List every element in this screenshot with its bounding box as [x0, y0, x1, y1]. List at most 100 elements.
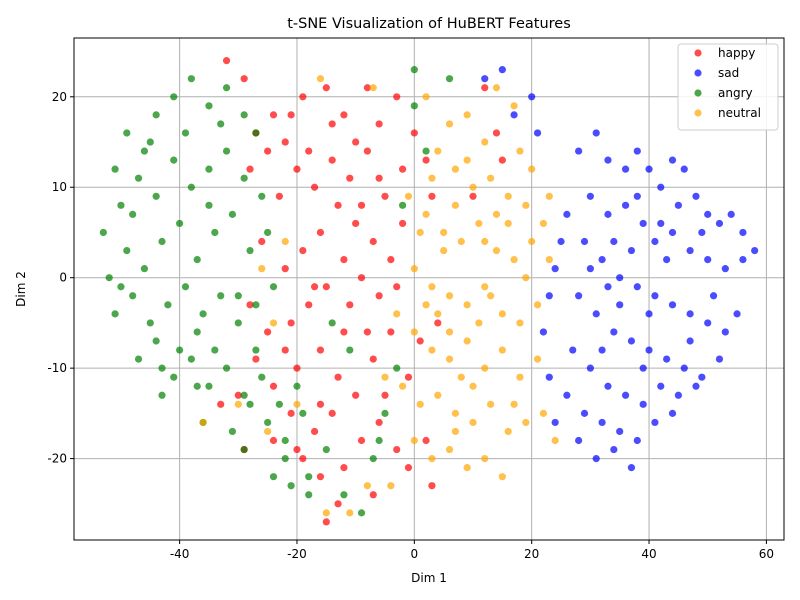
data-point-angry	[181, 283, 190, 291]
series-happy	[217, 57, 506, 526]
data-point-neutral	[533, 355, 542, 363]
data-point-angry	[422, 147, 430, 155]
data-point-neutral	[487, 400, 495, 408]
data-point-angry	[264, 228, 272, 237]
data-point-angry	[398, 201, 407, 209]
data-point-sad	[592, 310, 600, 318]
y-tick-label: -20	[47, 452, 67, 466]
data-point-happy	[281, 138, 289, 146]
data-point-sad	[704, 319, 712, 327]
data-point-angry	[410, 102, 418, 110]
data-point-sad	[598, 346, 606, 354]
data-point-angry	[123, 129, 131, 137]
data-point-angry	[134, 174, 143, 182]
data-point-sad	[604, 210, 612, 218]
data-point-neutral	[387, 482, 395, 490]
data-point-sad	[598, 418, 606, 427]
data-point-sad	[727, 210, 735, 218]
data-point-happy	[305, 147, 313, 155]
data-point-angry	[246, 400, 254, 408]
y-tick-label: 20	[52, 90, 67, 104]
data-point-happy	[316, 228, 325, 237]
data-point-happy	[281, 346, 289, 354]
data-point-happy	[481, 84, 489, 92]
data-point-happy	[299, 454, 307, 463]
data-point-neutral	[545, 256, 553, 264]
data-point-angry	[105, 274, 113, 282]
data-point-angry	[381, 409, 389, 417]
data-point-angry	[410, 66, 418, 74]
data-point-neutral	[545, 192, 553, 200]
data-point-sad	[645, 346, 653, 354]
data-point-happy	[322, 518, 330, 526]
data-point-neutral	[481, 237, 489, 246]
data-point-angry	[222, 84, 231, 92]
series-neutral	[199, 75, 559, 517]
data-point-neutral	[463, 337, 471, 345]
data-point-happy	[340, 328, 348, 336]
data-point-neutral	[199, 418, 207, 427]
data-point-happy	[322, 84, 330, 92]
data-point-sad	[645, 310, 653, 318]
data-point-angry	[228, 427, 237, 436]
y-tick-label: 0	[59, 271, 67, 285]
legend-label-happy: happy	[718, 46, 755, 60]
data-point-neutral	[269, 319, 278, 327]
data-point-happy	[252, 355, 260, 363]
data-point-sad	[604, 156, 612, 164]
data-point-angry	[205, 382, 213, 390]
data-point-neutral	[522, 418, 530, 427]
data-point-neutral	[539, 409, 548, 417]
data-point-happy	[281, 265, 289, 273]
data-point-happy	[498, 156, 506, 164]
data-point-happy	[234, 391, 242, 399]
data-point-happy	[404, 373, 413, 381]
data-point-angry	[134, 355, 143, 363]
data-point-sad	[539, 328, 548, 336]
data-point-neutral	[504, 192, 512, 200]
data-point-happy	[287, 319, 295, 327]
data-point-sad	[704, 256, 712, 264]
data-point-angry	[393, 364, 401, 372]
data-point-sad	[715, 219, 724, 228]
data-point-angry	[111, 310, 119, 318]
data-point-sad	[575, 436, 583, 445]
data-point-neutral	[457, 373, 465, 381]
data-point-sad	[533, 129, 542, 137]
plot-frame	[73, 37, 785, 541]
data-point-sad	[645, 165, 653, 173]
data-point-angry	[176, 219, 184, 228]
data-point-sad	[668, 409, 677, 417]
data-point-neutral	[481, 283, 489, 291]
data-point-angry	[234, 319, 242, 327]
data-point-happy	[492, 129, 501, 137]
data-point-sad	[569, 346, 577, 354]
data-point-neutral	[445, 445, 454, 454]
data-point-happy	[334, 201, 342, 209]
data-point-neutral	[451, 427, 460, 436]
data-point-angry	[445, 75, 454, 83]
data-point-happy	[381, 391, 389, 399]
data-point-sad	[715, 355, 724, 363]
legend-marker-angry	[694, 89, 702, 97]
data-point-neutral	[492, 84, 501, 92]
data-point-neutral	[457, 237, 465, 246]
data-point-neutral	[510, 256, 518, 264]
data-point-happy	[387, 256, 395, 264]
data-point-happy	[369, 237, 377, 246]
data-point-angry	[205, 201, 213, 209]
legend-marker-happy	[694, 49, 702, 57]
data-point-happy	[340, 464, 348, 472]
data-point-sad	[551, 418, 559, 427]
legend-marker-neutral	[694, 109, 702, 117]
data-point-happy	[340, 111, 348, 119]
data-point-happy	[275, 192, 283, 200]
data-point-happy	[393, 93, 401, 101]
data-point-neutral	[469, 382, 477, 390]
data-point-happy	[293, 445, 301, 454]
data-point-happy	[340, 256, 348, 264]
data-point-sad	[751, 246, 759, 255]
series-angry	[99, 66, 454, 517]
data-point-neutral	[475, 319, 483, 327]
